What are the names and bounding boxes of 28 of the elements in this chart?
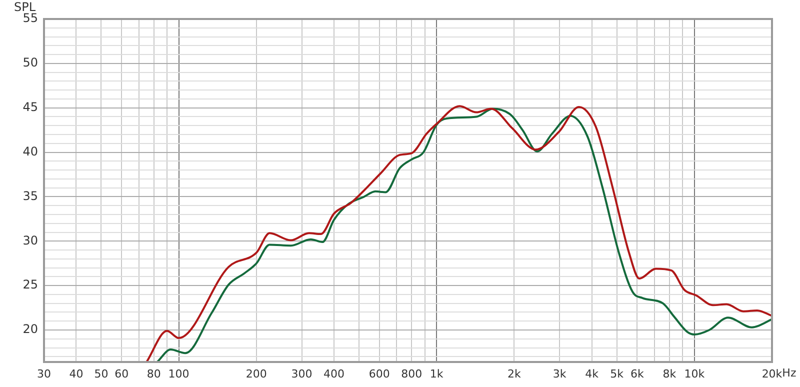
x-tick-label: 10k [684, 367, 706, 380]
x-tick-label: 300 [291, 367, 312, 380]
y-tick-label: 30 [22, 233, 38, 248]
x-tick-label: 4k [585, 367, 600, 380]
x-tick-label: 60 [114, 367, 129, 380]
x-tick-label: 800 [401, 367, 422, 380]
y-tick-label: 40 [22, 144, 38, 158]
y-tick-label: 50 [22, 56, 38, 70]
y-tick-label: 20 [22, 322, 38, 336]
x-tick-label: 200 [246, 367, 267, 380]
x-tick-label: 400 [324, 367, 345, 380]
x-tick-label: 6k [630, 367, 645, 380]
x-tick-label: 3k [552, 367, 567, 380]
x-tick-label: 20k [762, 367, 783, 380]
x-tick-label: 600 [368, 367, 390, 380]
x-tick-label: 30 [37, 367, 51, 380]
y-tick-label: 35 [22, 188, 38, 203]
x-axis-title: Hz [782, 366, 796, 380]
x-tick-label: 8k [662, 367, 677, 380]
x-tick-label: 1k [430, 367, 444, 380]
x-tick-label: 100 [168, 367, 190, 380]
x-tick-label: 50 [94, 367, 108, 380]
x-tick-label: 40 [69, 367, 84, 380]
x-tick-label: 5k [610, 367, 624, 380]
y-tick-label: 45 [22, 100, 38, 114]
y-tick-label: 25 [22, 278, 38, 292]
x-tick-label: 2k [508, 367, 522, 380]
x-tick-label: 80 [146, 367, 161, 380]
